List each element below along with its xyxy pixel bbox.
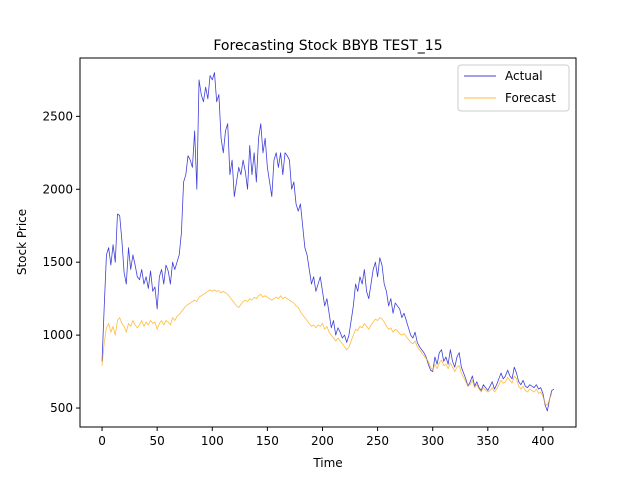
x-axis-label: Time <box>312 456 342 470</box>
x-tick-label: 50 <box>150 434 165 448</box>
series-line-actual <box>101 72 555 412</box>
y-tick-label: 1000 <box>42 328 73 342</box>
x-tick-label: 250 <box>366 434 389 448</box>
x-tick-label: 150 <box>256 434 279 448</box>
chart-title: Forecasting Stock BBYB TEST_15 <box>213 38 442 54</box>
plot-lines <box>101 72 555 412</box>
x-tick-label: 400 <box>531 434 554 448</box>
x-tick-label: 0 <box>98 434 106 448</box>
series-line-forecast <box>101 289 553 406</box>
plot-frame <box>79 57 577 428</box>
legend-label-actual: Actual <box>505 69 543 83</box>
y-tick-label: 500 <box>50 401 73 415</box>
y-tick-label: 1500 <box>42 255 73 269</box>
legend-label-forecast: Forecast <box>505 91 556 105</box>
x-tick-label: 350 <box>476 434 499 448</box>
y-axis-ticks: 500 1000 1500 2000 2500 <box>42 109 80 415</box>
y-axis-label: Stock Price <box>15 209 29 275</box>
legend: Actual Forecast <box>457 64 570 112</box>
y-tick-label: 2000 <box>42 182 73 196</box>
x-tick-label: 300 <box>421 434 444 448</box>
x-tick-label: 200 <box>311 434 334 448</box>
x-axis-ticks: 0 50 100 150 200 250 300 350 400 <box>98 427 554 448</box>
x-tick-label: 100 <box>201 434 224 448</box>
y-tick-label: 2500 <box>42 109 73 123</box>
